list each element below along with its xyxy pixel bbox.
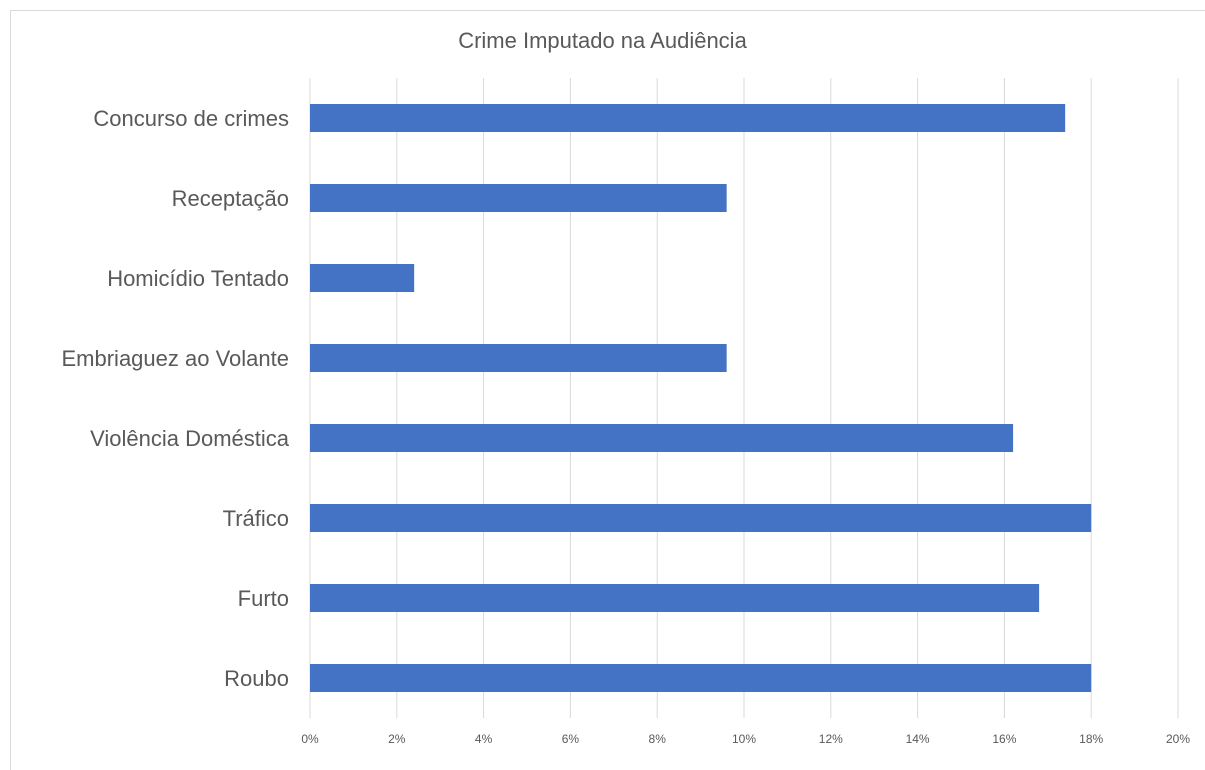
category-label: Furto bbox=[238, 586, 289, 611]
x-tick-label: 0% bbox=[301, 732, 319, 746]
bar bbox=[310, 504, 1092, 532]
x-tick-label: 8% bbox=[649, 732, 667, 746]
bar bbox=[310, 664, 1092, 692]
x-tick-label: 4% bbox=[475, 732, 493, 746]
x-tick-label: 20% bbox=[1166, 732, 1190, 746]
bars bbox=[310, 104, 1092, 692]
x-tick-label: 18% bbox=[1079, 732, 1103, 746]
bar bbox=[310, 344, 727, 372]
category-label: Receptação bbox=[172, 186, 289, 211]
category-label: Concurso de crimes bbox=[93, 106, 289, 131]
category-label: Embriaguez ao Volante bbox=[62, 346, 290, 371]
bar-chart: Concurso de crimes Receptação Homicídio Te… bbox=[62, 78, 1190, 746]
bar bbox=[310, 424, 1014, 452]
bar bbox=[310, 264, 415, 292]
x-tick-label: 6% bbox=[562, 732, 580, 746]
x-tick-label: 2% bbox=[388, 732, 406, 746]
category-label: Violência Doméstica bbox=[90, 426, 290, 451]
bar bbox=[310, 184, 727, 212]
category-labels: Concurso de crimes Receptação Homicídio Te… bbox=[62, 106, 290, 691]
chart-frame bbox=[10, 10, 1205, 770]
category-label: Roubo bbox=[224, 666, 289, 691]
x-axis-tick-labels: 0% 2% 4% 6% 8% 10% 12% 14% 16% 18% 20% bbox=[301, 732, 1190, 746]
gridlines bbox=[309, 78, 1179, 718]
bar bbox=[310, 584, 1040, 612]
x-tick-label: 10% bbox=[732, 732, 756, 746]
category-label: Homicídio Tentado bbox=[107, 266, 289, 291]
x-tick-label: 16% bbox=[992, 732, 1016, 746]
category-label: Tráfico bbox=[223, 506, 289, 531]
x-tick-label: 14% bbox=[906, 732, 930, 746]
bar bbox=[310, 104, 1066, 132]
chart-title: Crime Imputado na Audiência bbox=[458, 28, 747, 53]
x-tick-label: 12% bbox=[819, 732, 843, 746]
